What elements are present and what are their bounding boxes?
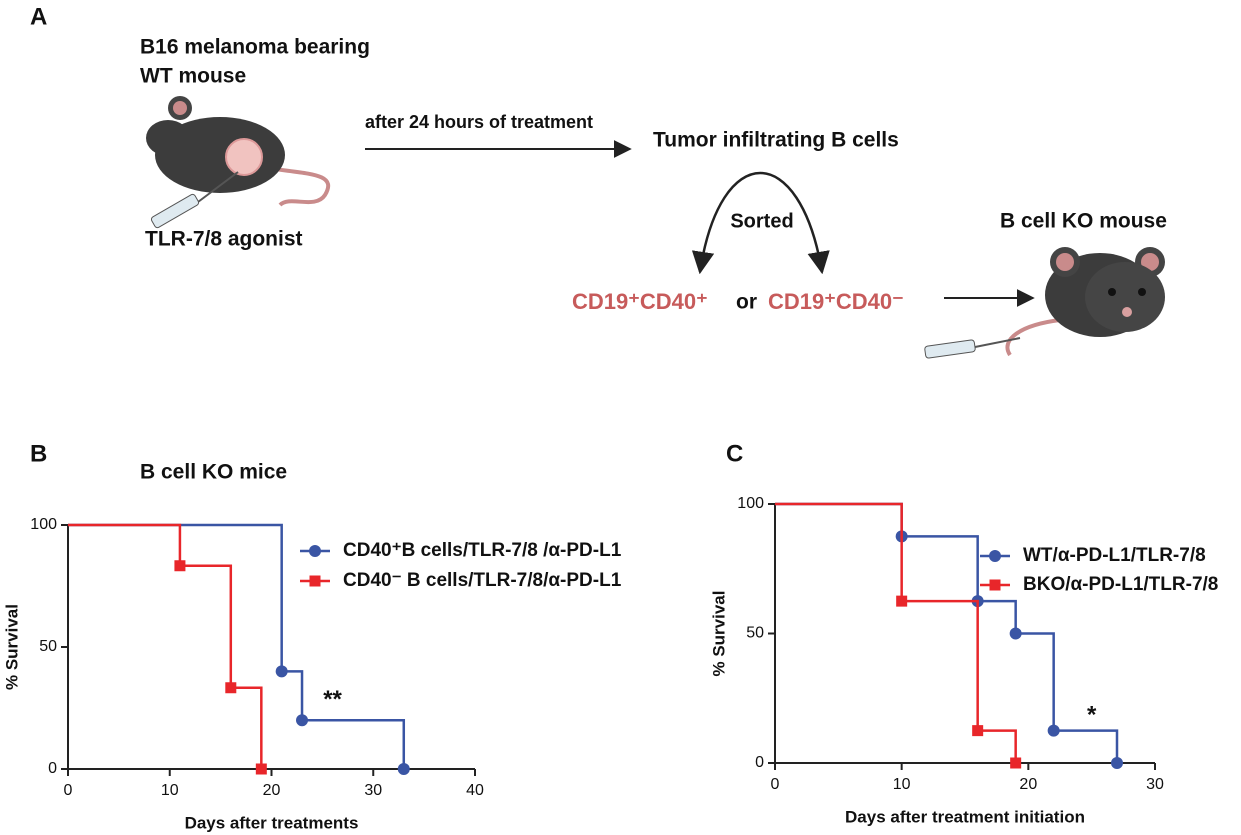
cells-label: Tumor infiltrating B cells	[653, 129, 899, 152]
sort-arrow	[691, 172, 830, 275]
survival-line	[68, 523, 263, 769]
x-tick-label: 10	[893, 776, 911, 793]
agonist-label: TLR-7/8 agonist	[145, 228, 303, 251]
x-tick-label: 20	[263, 782, 281, 799]
x-tick-label: 30	[364, 782, 382, 799]
point	[1009, 627, 1022, 640]
panel-label: B	[30, 440, 47, 467]
y-tick-label: 0	[755, 754, 764, 771]
point	[309, 545, 321, 557]
y-tick-label: 50	[746, 625, 764, 642]
wt-mouse-icon	[146, 96, 330, 229]
ko-mouse-icon	[924, 247, 1165, 359]
point	[225, 682, 237, 694]
y-tick-label: 100	[737, 495, 764, 512]
x-tick-label: 0	[771, 776, 780, 793]
y-axis-label: % Survival	[709, 591, 728, 677]
chart-title: B cell KO mice	[140, 461, 287, 484]
point	[397, 763, 410, 775]
x-tick-label: 0	[64, 782, 73, 799]
point	[896, 595, 908, 607]
point	[255, 763, 267, 775]
chart: C 0 50 100 0 10 20 30 Days after treatment initi…	[709, 440, 1218, 826]
x-tick-label: 30	[1146, 776, 1164, 793]
legend-label: CD40⁻ B cells/TLR-7/8/α-PD-L1	[343, 570, 622, 591]
y-tick-label: 0	[48, 760, 57, 777]
y-tick-label: 50	[39, 638, 57, 655]
mouse-title: WT mouse	[140, 65, 246, 88]
point	[972, 725, 984, 737]
positive-cells: CD19⁺CD40⁺	[572, 289, 708, 314]
point	[989, 579, 1001, 591]
legend-label: CD40⁺B cells/TLR-7/8 /α-PD-L1	[343, 540, 622, 561]
negative-cells: CD19⁺CD40⁻	[768, 289, 904, 314]
x-tick-label: 20	[1019, 776, 1037, 793]
chart: B B cell KO mice 0 50 100 0 10 20 30 40 Days after…	[2, 440, 621, 832]
panel-a: A B16 melanoma bearing WT mouse TLR-7/8 …	[30, 3, 1167, 359]
y-tick-label: 100	[30, 516, 57, 533]
mouse-title: B16 melanoma bearing	[140, 36, 370, 59]
point	[1047, 724, 1060, 737]
point	[275, 665, 288, 678]
point	[989, 550, 1001, 562]
point	[296, 714, 309, 727]
panel-label: C	[726, 440, 743, 467]
legend-label: BKO/α-PD-L1/TLR-7/8	[1023, 574, 1218, 595]
sorted-label: Sorted	[730, 210, 793, 232]
legend-label: WT/α-PD-L1/TLR-7/8	[1023, 545, 1206, 566]
y-axis-label: % Survival	[2, 604, 21, 690]
or-label: or	[736, 291, 757, 314]
annotation: **	[323, 686, 342, 713]
point	[1111, 757, 1123, 769]
point	[1010, 757, 1022, 769]
arrow-label: after 24 hours of treatment	[365, 112, 593, 132]
x-tick-label: 10	[161, 782, 179, 799]
point	[309, 575, 321, 587]
x-axis-label: Days after treatments	[185, 813, 359, 832]
survival-line	[775, 502, 1017, 763]
x-axis-label: Days after treatment initiation	[845, 807, 1085, 826]
x-tick-label: 40	[466, 782, 484, 799]
point	[174, 560, 186, 572]
ko-mouse-label: B cell KO mouse	[1000, 210, 1167, 233]
survival-line	[68, 523, 406, 769]
annotation: *	[1087, 702, 1097, 729]
panel-label: A	[30, 3, 47, 30]
survival-line	[775, 502, 1119, 763]
